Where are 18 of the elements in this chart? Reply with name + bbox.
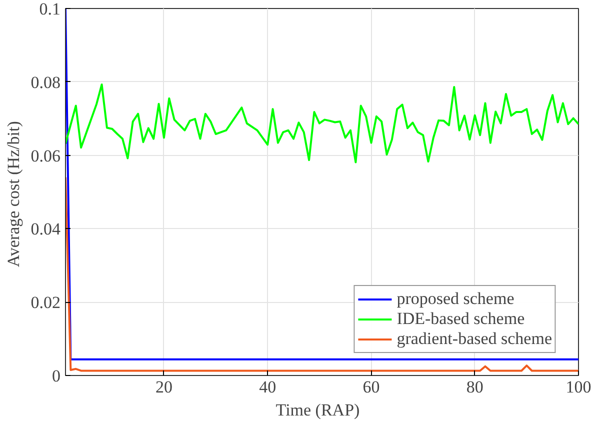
line-series [66,176,578,372]
y-tick-label: 0.04 [30,220,61,239]
legend-label: gradient-based scheme [396,329,552,349]
x-tick-label: 80 [466,378,484,396]
y-tick-label: 0 [52,366,60,386]
x-tick-label: 60 [362,378,380,396]
y-tick-label: 0.08 [30,72,60,92]
x-tick-label: 100 [566,378,592,396]
y-tick-label: 0.1 [39,0,60,18]
legend-label: proposed scheme [396,289,514,309]
x-axis-title: Time (RAP) [276,400,360,420]
y-tick-label: 0.02 [30,293,60,312]
legend-label: IDE-based scheme [396,309,525,329]
y-axis-title: Average cost (Hz/bit) [4,121,23,268]
x-tick-label: 40 [259,378,276,396]
y-tick-label: 0.06 [30,146,60,166]
line-series [66,83,578,164]
x-tick-label: 20 [155,378,172,396]
